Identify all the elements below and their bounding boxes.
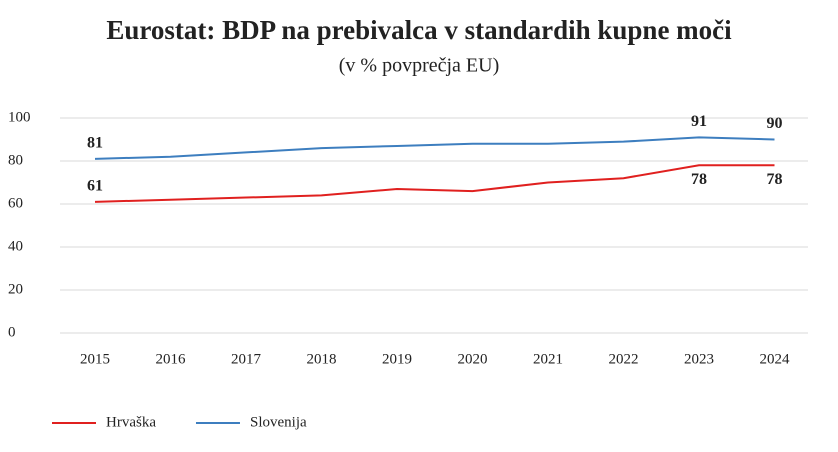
x-tick-label: 2021	[533, 351, 563, 367]
x-tick-label: 2019	[382, 351, 412, 367]
data-label: 91	[691, 113, 707, 130]
data-label: 81	[87, 135, 103, 152]
x-tick-label: 2017	[231, 351, 262, 367]
data-label: 78	[767, 171, 783, 188]
line	[94, 136, 775, 160]
y-tick-label: 0	[8, 324, 16, 340]
x-tick-label: 2020	[458, 351, 488, 367]
x-tick-label: 2016	[156, 351, 187, 367]
y-tick-label: 80	[8, 152, 23, 168]
data-label: 78	[691, 171, 707, 188]
chart-title: Eurostat: BDP na prebivalca v standardih…	[106, 15, 732, 45]
x-tick-label: 2024	[760, 351, 791, 367]
data-label: 90	[767, 115, 783, 132]
x-tick-label: 2023	[684, 351, 714, 367]
data-label: 61	[87, 178, 103, 195]
legend-label: Hrvaška	[106, 414, 156, 430]
x-tick-label: 2018	[307, 351, 337, 367]
y-tick-label: 20	[8, 281, 23, 297]
x-tick-label: 2022	[609, 351, 639, 367]
chart-subtitle: (v % povprečja EU)	[339, 55, 500, 77]
y-tick-label: 100	[8, 109, 31, 125]
legend-label: Slovenija	[250, 414, 307, 430]
x-tick-label: 2015	[80, 351, 110, 367]
y-tick-label: 60	[8, 195, 23, 211]
line	[94, 164, 775, 203]
y-tick-label: 40	[8, 238, 23, 254]
